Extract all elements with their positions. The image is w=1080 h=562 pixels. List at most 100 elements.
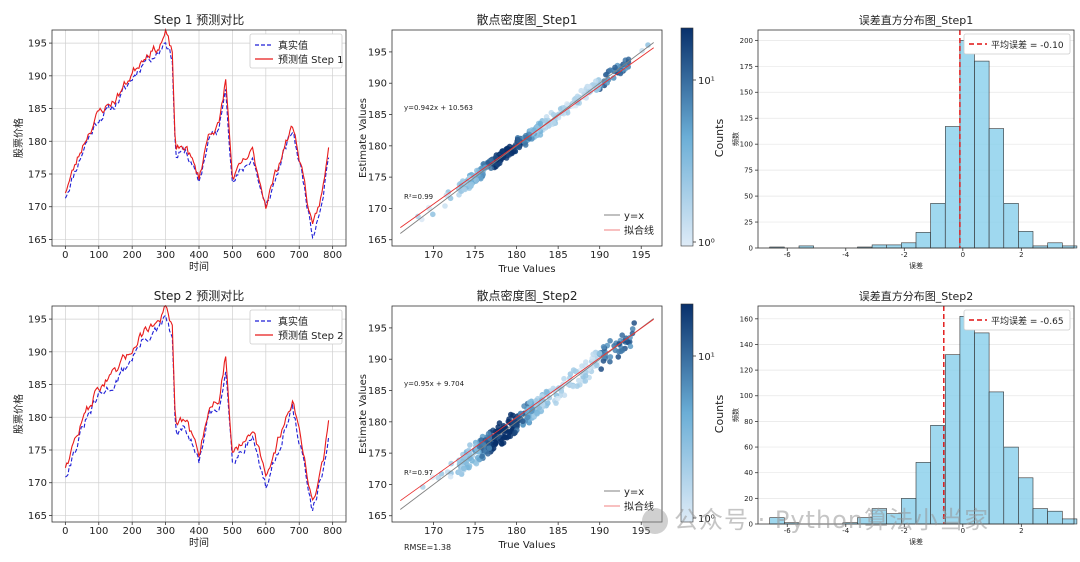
histogram-bar: [1003, 203, 1019, 249]
legend-label: 预测值 Step 2: [278, 329, 344, 342]
y-tick-label: 175: [368, 173, 387, 184]
scatter-point: [495, 424, 502, 430]
legend-label: 平均误差 = -0.10: [991, 39, 1064, 51]
histogram-bar: [1047, 510, 1063, 525]
scatter-point: [524, 414, 531, 421]
x-tick-label: 500: [223, 250, 242, 261]
histogram-bar: [1018, 231, 1034, 249]
x-tick-label: -2: [901, 251, 908, 259]
scatter-point: [612, 64, 618, 71]
y-tick-label: 190: [368, 79, 387, 90]
y-tick-label: 120: [740, 367, 753, 375]
scatter-point: [479, 453, 485, 460]
scatter-point: [600, 344, 607, 350]
x-tick-label: 300: [156, 250, 175, 261]
scatter-point: [485, 451, 491, 457]
scatter-point: [586, 84, 592, 90]
scatter-point: [474, 454, 481, 461]
x-axis-label: True Values: [497, 540, 555, 551]
y-tick-label: 60: [744, 444, 753, 452]
scatter-point: [480, 171, 486, 178]
histogram-bar: [944, 126, 961, 249]
y-tick-label: 20: [744, 495, 753, 503]
scatter-point: [515, 136, 521, 143]
legend-label: 拟合线: [624, 224, 654, 237]
x-tick-label: 300: [156, 526, 175, 537]
y-tick-label: 195: [368, 47, 387, 58]
scatter-point: [578, 87, 584, 94]
histogram-bar: [988, 391, 1004, 525]
scatter-point: [593, 78, 599, 84]
rmse-footnote: RMSE=1.38: [404, 543, 452, 552]
scatter-point: [589, 355, 595, 362]
histogram-bar: [974, 60, 990, 249]
y-tick-label: 185: [368, 386, 387, 397]
series-line-0: [64, 42, 330, 240]
colorbar-label: Counts: [713, 119, 726, 158]
x-tick-label: 0: [961, 251, 965, 259]
y-tick-label: 180: [28, 413, 47, 424]
scatter-point: [645, 42, 651, 48]
scatter-sc1: 170 175 180 185 190 195 165 170 175 180 185 190 195 散…: [358, 12, 726, 275]
y-axis-label: 频数: [731, 132, 740, 146]
y-tick-label: 175: [28, 446, 47, 457]
x-tick-label: 2: [1019, 527, 1023, 535]
fit-line: [400, 318, 654, 502]
y-tick-label: 100: [740, 392, 753, 400]
y-tick-label: 175: [28, 170, 47, 181]
x-tick-label: 700: [290, 526, 309, 537]
scatter-point: [467, 455, 473, 462]
legend-label: y=x: [624, 211, 644, 222]
scatter-point: [583, 359, 589, 365]
x-tick-label: 800: [323, 526, 342, 537]
histogram-bar: [930, 203, 946, 249]
axes-frame: [757, 305, 1075, 525]
x-tick-label: 195: [632, 526, 651, 537]
histogram-bar: [959, 315, 975, 525]
scatter-point: [570, 383, 576, 390]
scatter-point: [590, 351, 596, 358]
chart-title: 散点密度图_Step1: [477, 12, 578, 27]
x-tick-label: 500: [223, 526, 242, 537]
scatter-point: [499, 148, 506, 154]
scatter-point: [522, 142, 529, 148]
x-tick-label: 180: [507, 250, 526, 261]
scatter-point: [438, 471, 445, 477]
y-tick-label: 50: [744, 193, 753, 201]
legend-label: 真实值: [278, 315, 308, 328]
scatter-point: [567, 371, 574, 377]
colorbar-tick-label: 10¹: [698, 76, 715, 87]
scatter-point: [596, 350, 603, 357]
y-tick-label: 190: [28, 71, 47, 82]
y-tick-label: 0: [749, 244, 753, 252]
scatter-point: [435, 475, 442, 481]
fit-equation: y=0.95x + 9.704: [404, 380, 465, 388]
colorbar-tick-label: 10⁰: [698, 514, 715, 525]
scatter-point: [473, 177, 480, 183]
histogram-bar: [915, 232, 931, 249]
histogram-bar: [944, 354, 961, 525]
timeseries-ts2: 0 100 200 300 400 500 600 700 800 165 170 175 180 185…: [12, 289, 347, 549]
y-tick-label: 80: [744, 418, 753, 426]
scatter-point: [619, 347, 626, 353]
y-tick-label: 165: [28, 511, 47, 522]
colorbar: [680, 27, 694, 247]
histogram-h1: -6 -4 -2 0 2 0 25 50 75 100 125 150 175 200 误差直方分布图_St…: [731, 13, 1078, 270]
scatter-point: [542, 118, 549, 124]
scatter-point: [461, 186, 468, 193]
x-tick-label: 600: [256, 250, 275, 261]
scatter-point: [468, 183, 474, 189]
x-tick-label: 100: [89, 250, 108, 261]
scatter-point: [442, 203, 448, 209]
y-tick-label: 175: [368, 449, 387, 460]
scatter-point: [478, 175, 484, 182]
y-tick-label: 180: [28, 137, 47, 148]
wechat-logo-icon: [642, 508, 668, 534]
scatter-point: [520, 418, 526, 425]
y-axis-label: 频数: [731, 408, 740, 422]
histogram-bar: [1062, 518, 1078, 525]
x-tick-label: 600: [256, 526, 275, 537]
scatter-point: [607, 338, 613, 344]
y-tick-label: 170: [28, 478, 47, 489]
scatter-point: [550, 119, 557, 126]
